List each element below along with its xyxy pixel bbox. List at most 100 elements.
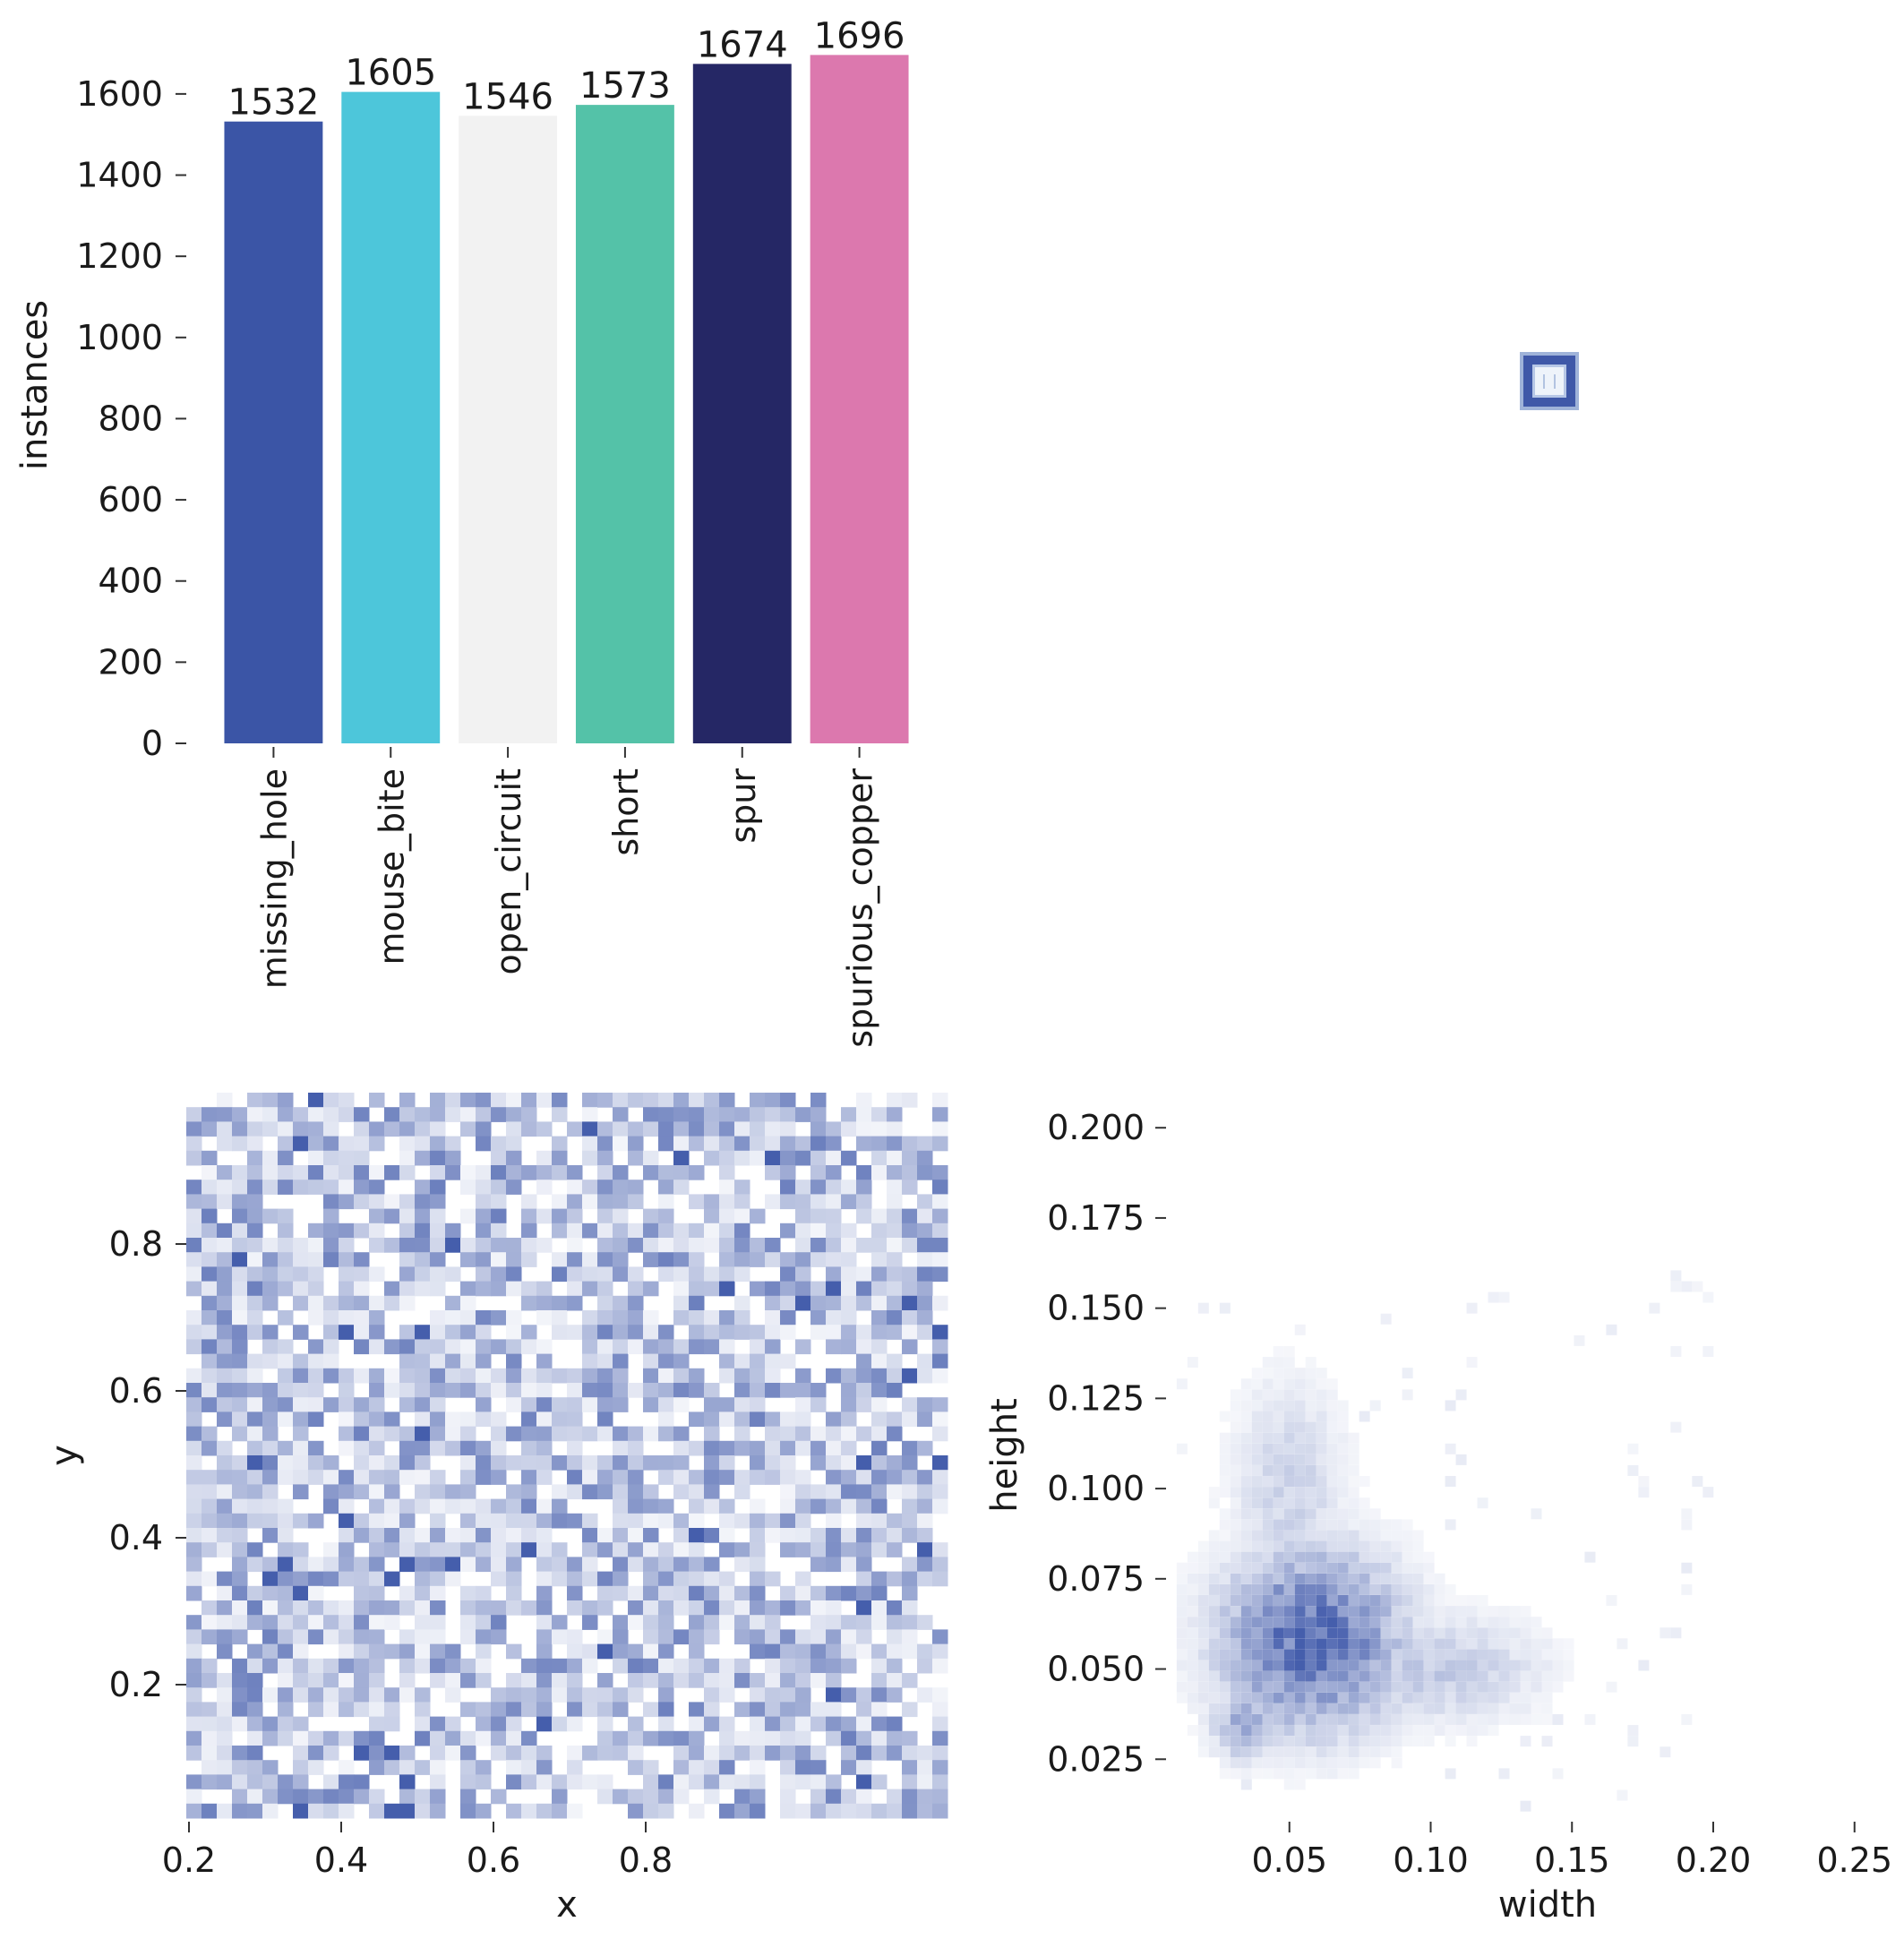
heat-cell xyxy=(841,1730,857,1746)
heat-cell xyxy=(415,1528,431,1543)
heat-cell xyxy=(1294,1368,1306,1379)
heat-cell xyxy=(399,1121,416,1137)
heat-cell xyxy=(841,1498,857,1514)
heat-cell xyxy=(217,1498,233,1514)
heat-cell xyxy=(369,1136,385,1152)
heat-cell xyxy=(1326,1768,1338,1780)
heat-cell xyxy=(1423,1649,1435,1660)
heat-cell xyxy=(826,1658,842,1674)
heat-cell xyxy=(445,1542,461,1557)
heat-cell xyxy=(1273,1606,1284,1617)
heat-cell xyxy=(1369,1670,1381,1682)
heat-cell xyxy=(339,1658,355,1674)
heat-cell xyxy=(1434,1713,1445,1725)
heat-cell xyxy=(308,1136,324,1152)
heat-cell xyxy=(247,1789,263,1805)
heat-cell xyxy=(841,1194,857,1210)
heat-cell xyxy=(902,1295,918,1311)
heat-cell xyxy=(354,1136,370,1152)
heat-cell xyxy=(1197,1692,1209,1703)
heat-cell xyxy=(1305,1660,1317,1671)
heat-cell xyxy=(1337,1573,1349,1584)
heat-cell xyxy=(658,1774,674,1790)
heat-cell xyxy=(1412,1594,1424,1606)
heat-cell xyxy=(1219,1606,1231,1617)
heat-cell xyxy=(1348,1487,1359,1498)
heat-cell xyxy=(460,1803,476,1819)
heat-cell xyxy=(1262,1551,1274,1563)
heat-cell xyxy=(597,1121,613,1137)
heat-cell xyxy=(871,1353,888,1369)
heat-cell xyxy=(780,1803,796,1819)
heat-cell xyxy=(308,1150,324,1166)
heat-cell xyxy=(810,1397,827,1412)
heat-cell xyxy=(1380,1606,1392,1617)
heat-cell xyxy=(536,1643,553,1660)
heat-cell xyxy=(1197,1725,1209,1737)
heat-cell xyxy=(323,1557,339,1573)
heat-cell xyxy=(506,1093,522,1108)
heat-cell xyxy=(476,1136,492,1152)
heat-cell xyxy=(1520,1681,1531,1693)
heat-cell xyxy=(613,1339,629,1355)
heat-cell xyxy=(582,1223,598,1239)
heat-cell xyxy=(1337,1768,1349,1780)
heat-cell xyxy=(1283,1638,1295,1650)
heat-cell xyxy=(871,1455,888,1471)
heat-cell xyxy=(750,1150,766,1166)
heat-cell xyxy=(247,1615,263,1630)
heat-cell xyxy=(719,1716,735,1732)
heat-cell xyxy=(186,1746,202,1761)
heat-cell xyxy=(323,1615,339,1630)
heat-cell xyxy=(597,1643,613,1660)
heat-cell xyxy=(1219,1594,1231,1606)
heat-cell xyxy=(1208,1670,1220,1682)
heat-cell xyxy=(262,1281,279,1297)
heat-cell xyxy=(323,1702,339,1718)
heat-cell xyxy=(689,1470,705,1485)
heat-cell xyxy=(460,1180,476,1195)
heat-cell xyxy=(1455,1713,1467,1725)
heat-cell xyxy=(323,1150,339,1166)
heat-cell xyxy=(871,1600,888,1616)
heat-cell xyxy=(1283,1530,1295,1541)
heat-cell xyxy=(734,1542,750,1557)
heat-cell xyxy=(673,1673,690,1688)
heat-cell xyxy=(1445,1443,1456,1454)
heat-cell xyxy=(217,1542,233,1557)
heat-cell xyxy=(658,1687,674,1703)
heat-cell xyxy=(1380,1660,1392,1671)
heat-cell xyxy=(1402,1562,1413,1574)
heat-cell xyxy=(445,1730,461,1746)
heat-cell xyxy=(1240,1670,1252,1682)
heat-cell xyxy=(323,1571,339,1587)
heat-cell xyxy=(1240,1606,1252,1617)
heat-cell xyxy=(354,1411,370,1428)
heat-cell xyxy=(1337,1627,1349,1639)
heat-cell xyxy=(932,1774,948,1790)
heat-cell xyxy=(491,1411,507,1428)
heat-cell xyxy=(232,1411,248,1428)
heat-cell xyxy=(293,1557,309,1573)
heat-cell xyxy=(780,1528,796,1543)
heat-cell xyxy=(354,1702,370,1718)
heat-cell xyxy=(1326,1454,1338,1465)
heat-cell xyxy=(643,1789,659,1805)
heat-cell xyxy=(1402,1627,1413,1639)
heat-cell xyxy=(810,1643,827,1660)
heat-cell xyxy=(506,1426,522,1442)
heat-cell xyxy=(734,1730,750,1746)
heat-cell xyxy=(278,1121,294,1137)
heat-cell xyxy=(262,1121,279,1137)
heat-cell xyxy=(689,1513,705,1529)
heat-cell xyxy=(384,1484,400,1500)
heat-cell xyxy=(887,1107,903,1122)
heat-cell xyxy=(597,1629,613,1645)
heat-cell xyxy=(795,1470,811,1485)
heat-cell xyxy=(1423,1617,1435,1628)
heat-cell xyxy=(1187,1725,1198,1737)
heat-cell xyxy=(1423,1551,1435,1563)
x-tick-label: missing_hole xyxy=(254,768,294,989)
heat-cell xyxy=(521,1730,537,1746)
heat-cell xyxy=(871,1165,888,1180)
